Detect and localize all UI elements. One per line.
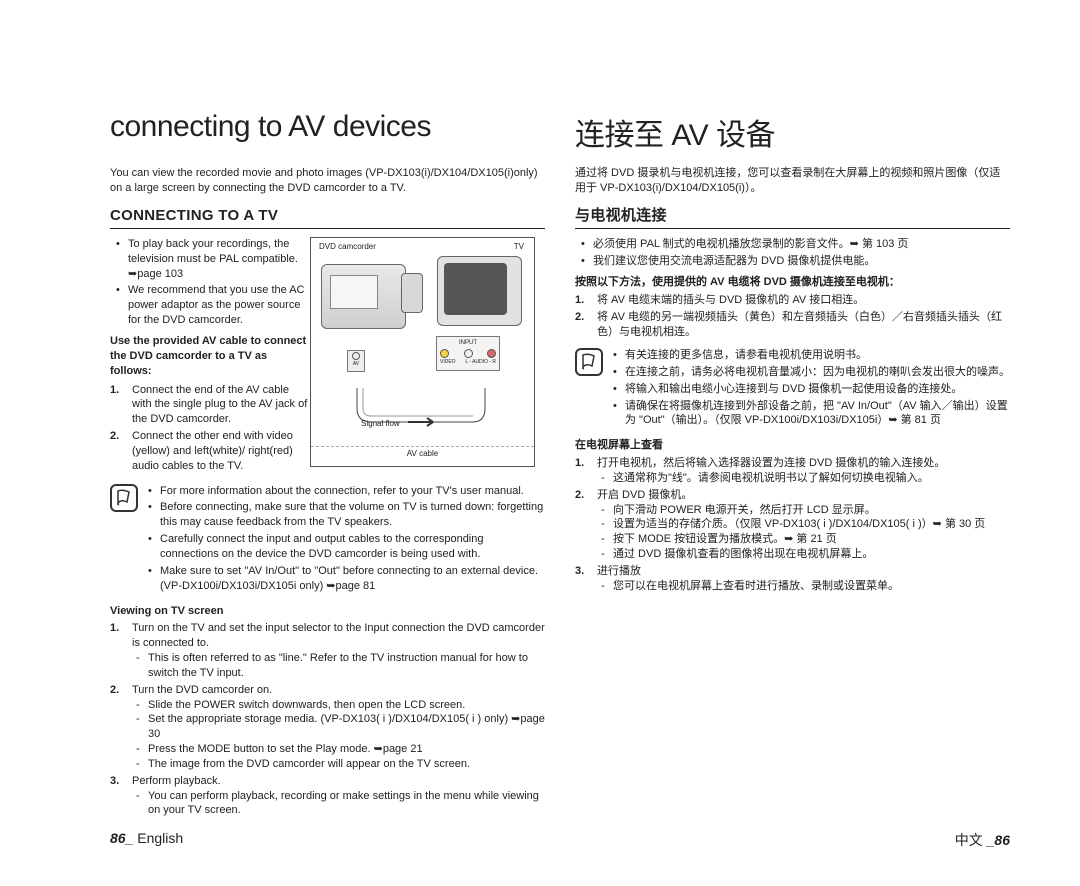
pre-bullets-en: To play back your recordings, the televi… [110,237,310,328]
diagram-label-camcorder: DVD camcorder [319,242,376,253]
viewing-heading-cn: 在电视屏幕上查看 [575,438,1010,453]
tv-input-panel: INPUT VIDEO L - AUDIO - R [436,336,500,371]
bold-lead-cn: 按照以下方法，使用提供的 AV 电缆将 DVD 摄像机连接至电视机： [575,275,1010,290]
title-chinese: 连接至 AV 设备 [575,110,1010,154]
step: 1.Connect the end of the AV cable with t… [110,383,310,428]
title-english: connecting to AV devices [110,110,545,154]
viewing-step-text: Turn the DVD camcorder on. [132,684,272,696]
av-label: AV [348,361,364,368]
sub-item: You can perform playback, recording or m… [132,789,545,819]
jack-audio-l-icon [464,349,473,358]
tv-icon [437,256,522,326]
jack-video-icon [440,349,449,358]
sub-item: Slide the POWER switch downwards, then o… [132,698,545,713]
note-item: Before connecting, make sure that the vo… [146,500,545,530]
column-english: You can view the recorded movie and phot… [110,166,545,820]
page-footer: 86_ English 中文 _86 [110,830,1010,850]
section-heading-cn: 与电视机连接 [575,206,1010,229]
note-box-cn: 有关连接的更多信息，请参看电视机使用说明书。 在连接之前，请务必将电视机音量减小… [575,348,1010,430]
viewing-step-text: 进行播放 [597,565,641,577]
viewing-step-text: 打开电视机，然后将输入选择器设置为连接 DVD 摄像机的输入连接处。 [597,457,945,469]
step-text: 将 AV 电缆的另一端视频插头（黄色）和左音频插头（白色）／右音频插头插头（红色… [597,311,1002,338]
av-cable-label: AV cable [311,446,534,460]
note-item: For more information about the connectio… [146,484,545,499]
step-text: Connect the other end with video (yellow… [132,430,293,472]
bold-lead-en: Use the provided AV cable to connect the… [110,334,310,379]
viewing-step: 2.Turn the DVD camcorder on. Slide the P… [110,683,545,772]
note-item: 将输入和输出电缆小心连接到与 DVD 摄像机一起使用设备的连接处。 [611,382,1010,397]
diagram-label-tv: TV [514,242,524,253]
connection-diagram: DVD camcorder TV INPUT [310,237,535,467]
bullet: We recommend that you use the AC power a… [110,283,310,328]
step: 1.将 AV 电缆末端的插头与 DVD 摄像机的 AV 接口相连。 [575,293,1010,308]
signal-flow-icon [353,388,493,438]
tv-input-label: INPUT [440,339,496,347]
page-number: 86_ [110,830,133,846]
page-lang: 中文 [955,832,983,848]
sub-item: 通过 DVD 摄像机查看的图像将出现在电视机屏幕上。 [597,547,1010,562]
jack-label: L - AUDIO - R [465,359,496,366]
jack-audio-r-icon [487,349,496,358]
note-item: Make sure to set "AV In/Out" to "Out" be… [146,564,545,594]
viewing-step: 1.打开电视机，然后将输入选择器设置为连接 DVD 摄像机的输入连接处。 这通常… [575,456,1010,486]
step-text: Connect the end of the AV cable with the… [132,384,307,426]
signal-flow-label: Signal flow [361,419,400,430]
viewing-step: 3.Perform playback. You can perform play… [110,774,545,819]
note-icon [575,348,603,376]
sub-item: The image from the DVD camcorder will ap… [132,757,545,772]
viewing-step-text: 开启 DVD 摄像机。 [597,489,692,501]
connect-steps-en: 1.Connect the end of the AV cable with t… [110,383,310,474]
page-number-en: 86_ English [110,830,183,850]
note-item: 在连接之前，请务必将电视机音量减小：因为电视机的喇叭会发出很大的噪声。 [611,365,1010,380]
column-chinese: 通过将 DVD 摄录机与电视机连接，您可以查看录制在大屏幕上的视频和照片图像（仅… [575,166,1010,820]
note-item: 请确保在将摄像机连接到外部设备之前，把 "AV In/Out"（AV 输入／输出… [611,399,1010,429]
intro-en: You can view the recorded movie and phot… [110,166,545,196]
viewing-step: 1.Turn on the TV and set the input selec… [110,621,545,680]
sub-item: 您可以在电视机屏幕上查看时进行播放、录制或设置菜单。 [597,579,1010,594]
note-box-en: For more information about the connectio… [110,484,545,596]
viewing-step: 3.进行播放 您可以在电视机屏幕上查看时进行播放、录制或设置菜单。 [575,564,1010,594]
camcorder-icon [321,264,406,329]
step: 2.将 AV 电缆的另一端视频插头（黄色）和左音频插头（白色）／右音频插头插头（… [575,310,1010,340]
viewing-step-text: Perform playback. [132,775,221,787]
note-icon [110,484,138,512]
sub-item: 向下滑动 POWER 电源开关，然后打开 LCD 显示屏。 [597,503,1010,518]
viewing-steps-en: 1.Turn on the TV and set the input selec… [110,621,545,818]
step-text: 将 AV 电缆末端的插头与 DVD 摄像机的 AV 接口相连。 [597,294,864,306]
page-lang: English [137,830,183,846]
intro-cn: 通过将 DVD 摄录机与电视机连接，您可以查看录制在大屏幕上的视频和照片图像（仅… [575,166,1010,196]
connect-steps-cn: 1.将 AV 电缆末端的插头与 DVD 摄像机的 AV 接口相连。 2.将 AV… [575,293,1010,340]
note-item: Carefully connect the input and output c… [146,532,545,562]
jack-label: VIDEO [440,359,456,366]
av-jack: AV [347,350,365,372]
section-heading-en: CONNECTING TO A TV [110,206,545,229]
sub-item: Set the appropriate storage media. (VP-D… [132,712,545,742]
page-number: _86 [987,832,1010,848]
sub-item: 这通常称为"线"。请参阅电视机说明书以了解如何切换电视输入。 [597,471,1010,486]
sub-item: 按下 MODE 按钮设置为播放模式。➥ 第 21 页 [597,532,1010,547]
pre-bullets-cn: 必须使用 PAL 制式的电视机播放您录制的影音文件。➥ 第 103 页 我们建议… [575,237,1010,269]
bullet: To play back your recordings, the televi… [110,237,310,282]
note-item: 有关连接的更多信息，请参看电视机使用说明书。 [611,348,1010,363]
bullet: 必须使用 PAL 制式的电视机播放您录制的影音文件。➥ 第 103 页 [575,237,1010,252]
sub-item: This is often referred to as "line." Ref… [132,651,545,681]
sub-item: 设置为适当的存储介质。（仅限 VP-DX103( i )/DX104/DX105… [597,517,1010,532]
viewing-step-text: Turn on the TV and set the input selecto… [132,622,545,649]
page-number-cn: 中文 _86 [955,830,1010,850]
viewing-heading-en: Viewing on TV screen [110,604,545,619]
bullet: 我们建议您使用交流电源适配器为 DVD 摄像机提供电能。 [575,254,1010,269]
viewing-step: 2.开启 DVD 摄像机。 向下滑动 POWER 电源开关，然后打开 LCD 显… [575,488,1010,562]
viewing-steps-cn: 1.打开电视机，然后将输入选择器设置为连接 DVD 摄像机的输入连接处。 这通常… [575,456,1010,594]
sub-item: Press the MODE button to set the Play mo… [132,742,545,757]
step: 2.Connect the other end with video (yell… [110,429,310,474]
